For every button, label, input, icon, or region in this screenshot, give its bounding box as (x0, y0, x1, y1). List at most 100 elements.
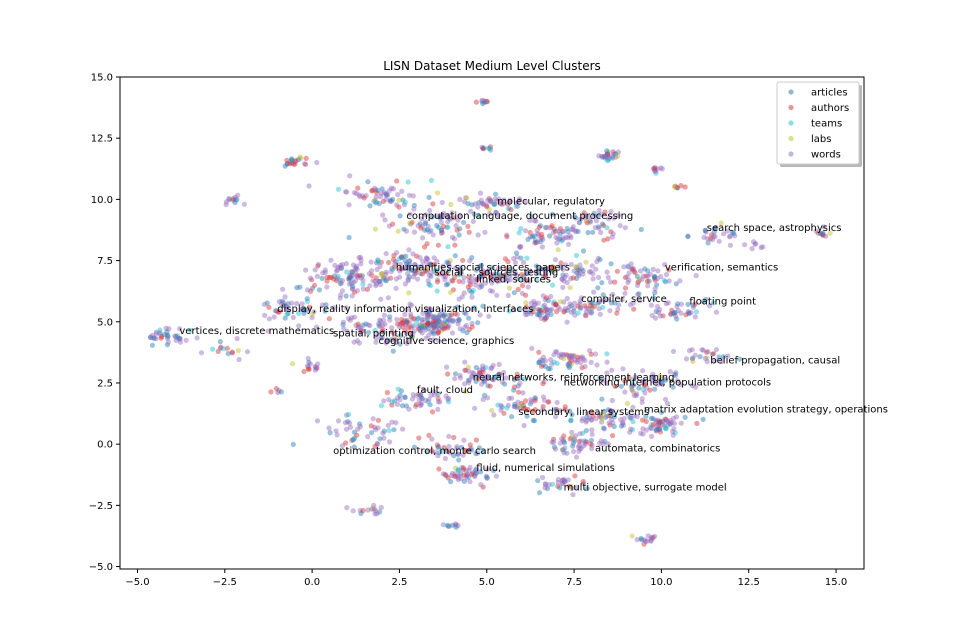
data-point (550, 264, 556, 270)
data-point (430, 201, 436, 207)
data-point (410, 323, 416, 329)
data-point (557, 306, 563, 312)
data-point (444, 224, 450, 230)
data-point (589, 300, 595, 306)
data-point (559, 480, 565, 486)
data-point (383, 192, 389, 198)
data-point (534, 239, 540, 245)
data-point (406, 337, 412, 343)
data-point (527, 278, 533, 284)
data-point (408, 311, 414, 317)
data-point (368, 259, 374, 265)
data-point (454, 445, 460, 451)
data-point (441, 326, 447, 332)
data-point (469, 374, 475, 380)
legend-label: authors (811, 103, 849, 114)
data-point (550, 282, 556, 288)
data-point (611, 414, 618, 420)
plot-frame (119, 76, 865, 570)
data-point (419, 324, 425, 330)
data-point (415, 316, 421, 322)
data-point (517, 380, 523, 386)
data-point (650, 422, 657, 428)
data-point (415, 223, 421, 229)
data-point (445, 371, 451, 377)
data-point (658, 380, 664, 386)
data-point (560, 266, 566, 272)
data-point (551, 226, 557, 232)
data-point (236, 356, 242, 363)
data-point (569, 358, 575, 364)
data-point (445, 325, 451, 331)
data-point (662, 416, 668, 423)
data-point (232, 199, 238, 206)
data-point (374, 511, 380, 517)
data-point (477, 190, 484, 196)
data-point (514, 254, 520, 260)
data-point (727, 233, 733, 239)
data-point (232, 197, 238, 203)
data-point (401, 202, 407, 208)
data-point (349, 273, 355, 279)
data-point (522, 228, 529, 234)
data-point (392, 336, 398, 342)
data-point (314, 273, 320, 279)
data-point (589, 446, 595, 452)
data-point (304, 298, 310, 305)
data-point (312, 363, 318, 369)
data-point (372, 185, 378, 191)
data-point (478, 381, 485, 387)
data-point (534, 227, 540, 234)
data-point (597, 299, 603, 305)
data-point (587, 415, 593, 421)
data-point (558, 351, 564, 357)
data-point (406, 406, 412, 412)
data-point (220, 346, 226, 352)
data-point (417, 255, 423, 261)
data-point (546, 399, 552, 405)
data-point (569, 353, 575, 359)
data-point (516, 197, 523, 203)
data-point (491, 276, 497, 282)
data-point (379, 186, 385, 192)
data-point (622, 285, 629, 291)
data-point (660, 313, 666, 319)
data-point (473, 364, 479, 371)
data-point (442, 325, 448, 331)
data-point (401, 226, 407, 232)
data-point (657, 426, 663, 432)
data-point (495, 212, 501, 218)
cluster-annotation: molecular, regulatory (497, 196, 605, 207)
data-point (463, 473, 470, 479)
data-point (338, 280, 344, 286)
data-point (461, 219, 467, 225)
data-point (354, 288, 360, 294)
data-point (426, 262, 433, 268)
data-point (542, 302, 548, 308)
data-point (472, 473, 478, 479)
data-point (322, 267, 328, 273)
data-point (273, 386, 279, 392)
data-point (713, 309, 720, 315)
data-point (502, 256, 508, 262)
data-point (650, 166, 657, 172)
data-point (561, 309, 567, 315)
data-point (601, 377, 607, 384)
data-point (284, 161, 290, 167)
data-point (456, 278, 462, 284)
data-point (574, 275, 580, 281)
data-point (515, 383, 521, 389)
data-point (550, 269, 556, 275)
data-point (652, 165, 658, 171)
data-point (560, 235, 566, 241)
data-point (349, 269, 356, 275)
data-point (452, 465, 459, 471)
data-point (629, 383, 635, 389)
data-point (467, 479, 473, 485)
data-point (523, 292, 529, 298)
data-point (652, 386, 658, 392)
data-point (469, 320, 475, 327)
data-point (393, 259, 399, 265)
data-point (503, 275, 509, 282)
